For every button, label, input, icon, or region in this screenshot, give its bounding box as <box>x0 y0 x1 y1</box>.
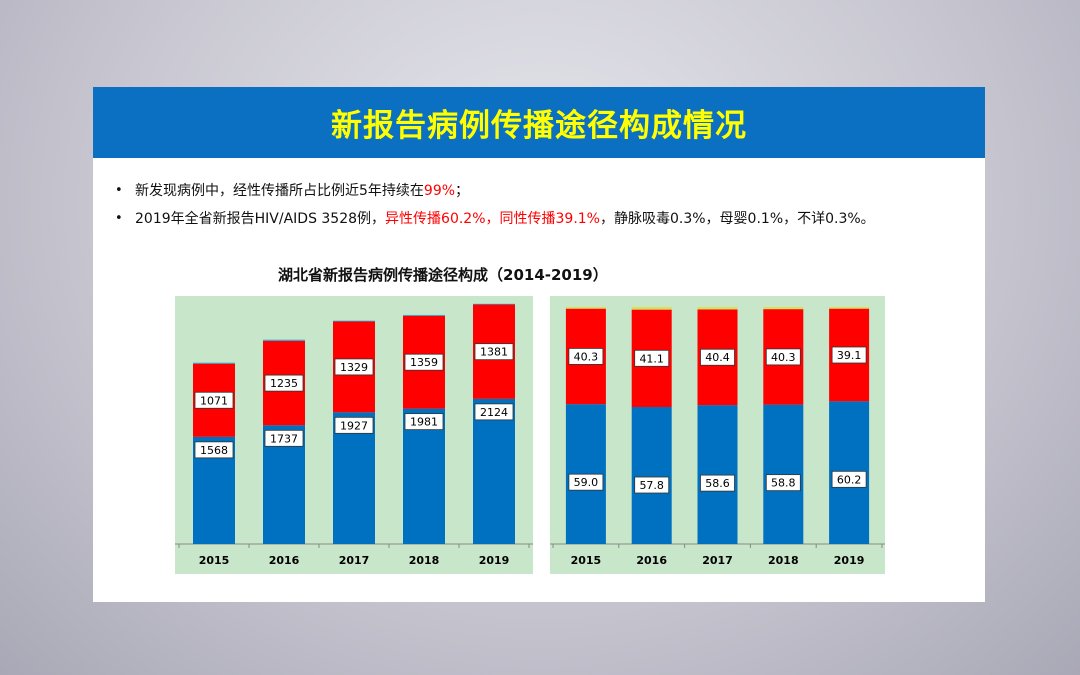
data-label-box <box>334 416 374 434</box>
slide: 新报告病例传播途径构成情况 • 新发现病例中，经性传播所占比例近5年持续在99%… <box>93 87 985 602</box>
data-label-box <box>194 391 234 409</box>
data-label: 40.3 <box>771 351 796 364</box>
bar-segment <box>403 314 445 316</box>
data-label-box <box>700 348 735 366</box>
x-tick-label: 2019 <box>479 554 510 567</box>
data-label-box <box>634 349 670 367</box>
data-label-box <box>194 441 234 459</box>
x-tick-label: 2015 <box>571 554 602 567</box>
data-label-box <box>831 470 867 488</box>
x-tick-label: 2016 <box>636 554 667 567</box>
data-label: 40.4 <box>705 351 730 364</box>
data-label: 1737 <box>270 432 298 445</box>
data-label: 58.8 <box>771 477 796 490</box>
bullet-highlight: 异性传播60.2%，同性传播39.1% <box>385 211 600 227</box>
bar-segment <box>403 408 445 544</box>
bullet-suffix: ，静脉吸毒0.3%，母婴0.1%，不详0.3%。 <box>599 211 875 227</box>
bar-segment <box>631 307 672 310</box>
data-label: 60.2 <box>837 473 862 486</box>
bullet-item: • 2019年全省新报告HIV/AIDS 3528例，异性传播60.2%，同性传… <box>115 205 975 233</box>
data-label: 2124 <box>480 406 508 419</box>
bullet-item: • 新发现病例中，经性传播所占比例近5年持续在99%； <box>115 177 975 205</box>
data-label-box <box>474 343 514 361</box>
data-label-box <box>700 474 735 492</box>
bar-segment <box>763 307 804 310</box>
data-label-box <box>568 473 604 491</box>
data-label: 59.0 <box>574 476 599 489</box>
data-label: 57.8 <box>639 479 664 492</box>
data-label-box <box>404 353 444 371</box>
data-label-box <box>264 429 304 447</box>
data-label: 1381 <box>480 346 508 359</box>
bar-segment <box>697 405 738 544</box>
data-label-box <box>568 348 604 365</box>
data-label: 40.3 <box>574 350 599 363</box>
bar-segment <box>333 412 375 544</box>
data-label: 41.1 <box>639 352 664 365</box>
bar-segment <box>565 307 606 309</box>
chart-percentages: 59.0 40.3 2015 57.8 41.1 2016 58.6 40.4 2017 58.8… <box>550 296 885 574</box>
data-label: 1329 <box>340 361 368 374</box>
chart-title: 湖北省新报告病例传播途径构成（2014-2019） <box>278 266 608 284</box>
data-label-box <box>765 348 801 366</box>
data-label-box <box>765 474 801 492</box>
bar-segment <box>193 362 235 364</box>
bar-segment <box>333 320 375 322</box>
data-label-box <box>334 358 374 376</box>
data-label: 1235 <box>270 377 298 390</box>
data-label-box <box>404 413 444 431</box>
bullet-highlight: 99% <box>423 183 456 199</box>
bullet-marker: • <box>115 211 123 226</box>
bar-segment <box>263 339 305 341</box>
x-tick-label: 2015 <box>199 554 230 567</box>
x-tick-label: 2017 <box>702 554 733 567</box>
slide-title: 新报告病例传播途径构成情况 <box>331 108 747 144</box>
bullet-prefix: 2019年全省新报告HIV/AIDS 3528例， <box>135 211 386 227</box>
bullet-end: ； <box>455 183 470 199</box>
x-tick-label: 2017 <box>339 554 370 567</box>
x-tick-label: 2018 <box>409 554 440 567</box>
bullet-marker: • <box>115 183 123 198</box>
title-bar: 新报告病例传播途径构成情况 <box>93 87 985 158</box>
data-label-box <box>474 403 514 421</box>
data-label: 1359 <box>410 356 438 369</box>
bar-segment <box>631 407 672 544</box>
bar-segment <box>829 307 870 309</box>
bar-segment <box>697 307 738 310</box>
x-tick-label: 2016 <box>269 554 300 567</box>
data-label-box <box>264 374 304 392</box>
data-label: 58.6 <box>705 477 730 490</box>
bullet-text: 新发现病例中，经性传播所占比例近5年持续在 <box>135 183 424 199</box>
data-label: 39.1 <box>837 349 862 362</box>
data-label: 1568 <box>200 444 228 457</box>
x-tick-label: 2018 <box>768 554 799 567</box>
chart-case-counts: 1568 1071 2015 1737 1235 2016 1927 1329 2017 1981… <box>175 296 533 574</box>
data-label-box <box>831 346 867 364</box>
data-label: 1071 <box>200 394 228 407</box>
data-label: 1981 <box>410 416 438 429</box>
data-label: 1927 <box>340 419 368 432</box>
x-tick-label: 2019 <box>834 554 865 567</box>
bullet-list: • 新发现病例中，经性传播所占比例近5年持续在99%； • 2019年全省新报告… <box>115 177 975 233</box>
data-label-box <box>634 476 670 494</box>
bar-segment <box>473 398 515 544</box>
bar-segment <box>473 303 515 305</box>
